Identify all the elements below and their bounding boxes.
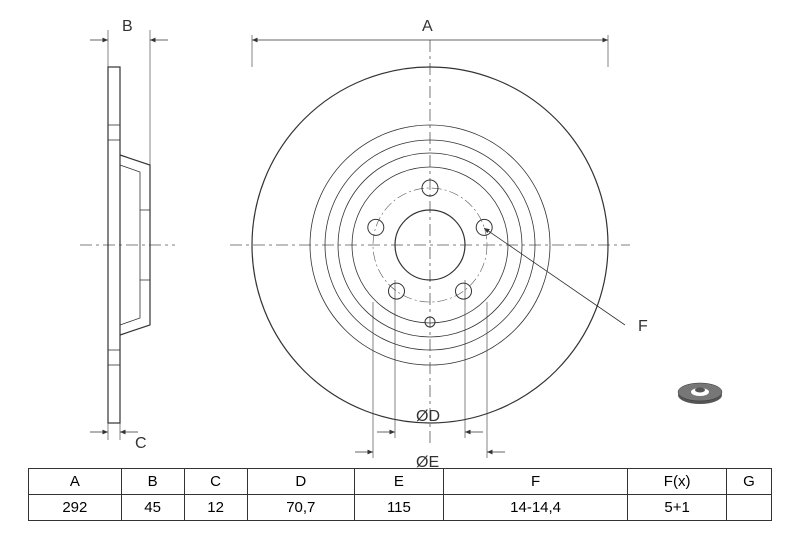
- bolt-hole: [456, 283, 472, 299]
- table-cell: 45: [121, 495, 184, 521]
- table-cell: 115: [355, 495, 444, 521]
- label-b: B: [122, 18, 133, 36]
- dim-f-pointer: [484, 228, 625, 325]
- table-cell: 14-14,4: [443, 495, 628, 521]
- label-a: A: [422, 18, 433, 36]
- mini-disc-icon: [678, 383, 722, 404]
- table-header: B: [121, 469, 184, 495]
- table-header: F(x): [628, 469, 726, 495]
- bolt-hole: [368, 219, 384, 235]
- label-c: C: [135, 435, 147, 453]
- table-cell: [726, 495, 771, 521]
- table-header-row: A B C D E F F(x) G: [29, 469, 772, 495]
- table-header: D: [247, 469, 355, 495]
- table-header: G: [726, 469, 771, 495]
- bolt-hole: [389, 283, 405, 299]
- table-header: C: [184, 469, 247, 495]
- bolt-hole: [476, 219, 492, 235]
- label-d: ØD: [416, 408, 440, 426]
- diagram-area: A B C ØD ØE F: [0, 0, 800, 460]
- table-cell: 5+1: [628, 495, 726, 521]
- table-header: F: [443, 469, 628, 495]
- table-cell: 70,7: [247, 495, 355, 521]
- table-cell: 12: [184, 495, 247, 521]
- table-header: E: [355, 469, 444, 495]
- technical-drawing-svg: [0, 0, 800, 460]
- table-row: 292 45 12 70,7 115 14-14,4 5+1: [29, 495, 772, 521]
- label-f: F: [638, 318, 648, 336]
- table-cell: 292: [29, 495, 122, 521]
- dimension-table: A B C D E F F(x) G 292 45 12 70,7 115 14…: [28, 468, 772, 521]
- table-header: A: [29, 469, 122, 495]
